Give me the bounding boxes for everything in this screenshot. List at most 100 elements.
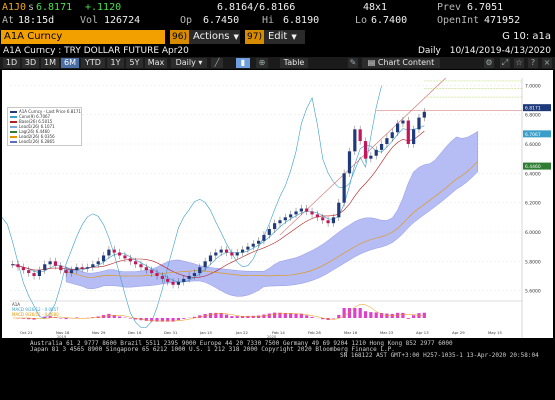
period-5y-button[interactable]: 5Y	[126, 58, 143, 68]
last-time: 18:15d	[18, 15, 55, 26]
candle-body	[369, 155, 373, 159]
macd-bar	[374, 312, 378, 318]
chart-area[interactable]: 7.0000 6.8000 6.6000 6.4000 6.2000 6.0000 5.80…	[2, 70, 553, 338]
at-label: At	[2, 15, 15, 26]
macd-bar	[262, 314, 266, 318]
star-icon[interactable]: ☆	[514, 58, 524, 68]
candle-body	[262, 234, 266, 241]
macd-bar	[214, 312, 218, 318]
candle-body	[406, 120, 410, 144]
x-tick-label: Dec 31	[164, 330, 178, 335]
legend-label: Conv(9) 6.7067	[19, 114, 51, 119]
actions-menu-button[interactable]: 96) Actions ▼	[170, 30, 240, 44]
annotate-icon[interactable]: ✎	[348, 58, 358, 68]
quote-line-2: At 18:15d Vol 126724 Op 6.7450 Hi 6.8190…	[0, 14, 555, 28]
y-tick-label: 6.8000	[525, 113, 541, 119]
footer-contacts-line-2: Japan 81 3 4565 8900 Singapore 65 6212 1…	[30, 346, 395, 353]
macd-bar	[283, 312, 287, 318]
price-tag-label: 6.7067	[525, 132, 541, 138]
macd-bar	[21, 318, 25, 319]
period-6m-button[interactable]: 6M	[61, 58, 79, 68]
periodicity: Daily	[418, 46, 441, 56]
macd-bar	[182, 318, 186, 319]
candle-body	[214, 252, 218, 256]
period-3d-button[interactable]: 3D	[22, 58, 39, 68]
period-1m-button[interactable]: 1M	[41, 58, 59, 68]
lag-line	[2, 85, 382, 328]
candle-body	[160, 276, 164, 279]
macd-bar	[369, 312, 373, 318]
ticker: A1J0	[2, 2, 27, 13]
candle-body	[69, 270, 74, 274]
legend-label: A1A Curncy - Last Price 6.8171	[19, 109, 81, 114]
legend-item: A1A Curncy - Last Price 6.8171	[10, 109, 81, 114]
macd-bar	[256, 315, 261, 318]
macd-title: A1A	[12, 302, 20, 307]
open-interest: 471952	[484, 15, 521, 26]
candle-body	[310, 211, 314, 215]
candle-body	[182, 278, 186, 282]
table-button[interactable]: Table	[280, 58, 308, 68]
fullscreen-icon[interactable]: ⤢	[500, 58, 510, 68]
macd-bar	[91, 317, 95, 318]
x-tick-label: Nov 29	[92, 330, 106, 335]
chevron-down-icon: ▼	[233, 33, 239, 41]
indicator-lines	[2, 77, 522, 328]
candle-body	[246, 246, 250, 250]
macd-bar	[117, 316, 122, 318]
candle-chart-icon[interactable]: ▮	[236, 58, 250, 68]
candle-body	[80, 267, 84, 269]
macd-bar	[208, 312, 213, 318]
y-axis-labels: 7.0000 6.8000 6.6000 6.4000 6.2000 6.0000 5.80…	[525, 83, 541, 294]
candle-body	[219, 249, 223, 253]
settings-gear-icon[interactable]: ⚙	[484, 58, 494, 68]
line-chart-icon[interactable]: ╱	[211, 58, 223, 68]
candle-body	[337, 202, 341, 218]
help-icon[interactable]: ?	[528, 58, 538, 68]
candle-body	[139, 264, 143, 268]
legend-swatch	[10, 116, 17, 118]
candle-body	[166, 278, 170, 282]
candle-body	[32, 273, 36, 276]
macd-bar	[224, 314, 229, 318]
x-tick-label: Mar 16	[344, 330, 358, 335]
candle-body	[256, 240, 261, 244]
macd-bar	[321, 318, 325, 320]
close-icon[interactable]: ×	[542, 58, 552, 68]
zoom-icon[interactable]: ⊕	[256, 58, 268, 68]
y-tick-label: 6.0000	[525, 230, 541, 236]
macd-bar	[310, 316, 314, 318]
prev-label: Prev	[437, 2, 462, 13]
period-1d-button[interactable]: 1D	[3, 58, 20, 68]
period-ytd-button[interactable]: YTD	[81, 58, 105, 68]
footer: Australia 61 2 9777 8600 Brazil 5511 239…	[0, 339, 555, 400]
footer-session-info: SN 168122 AST GMT+3:00 H257-1035-1 13-Ap…	[340, 352, 539, 359]
legend-swatch	[10, 126, 17, 128]
macd-bar	[305, 315, 309, 318]
chart-content-button[interactable]: ▤ Chart Content	[362, 58, 440, 68]
legend-item: Lead1(26) 6.2865	[10, 139, 79, 144]
period-1y-button[interactable]: 1Y	[107, 58, 124, 68]
security-input[interactable]	[1, 30, 165, 44]
macd-bar	[112, 315, 116, 318]
edit-menu-button[interactable]: 97) Edit ▼	[245, 30, 305, 44]
macd-legend-1: MACD 9/26/12 - 0.0857	[12, 307, 59, 312]
macd-bar	[299, 313, 303, 318]
period-max-button[interactable]: Max	[145, 58, 167, 68]
macd-bar	[353, 308, 357, 318]
macd-bar	[96, 316, 100, 318]
x-tick-label: Mar 23	[380, 330, 394, 335]
gridlines	[10, 78, 523, 338]
candle-body	[53, 261, 58, 266]
macd-bar	[198, 315, 202, 318]
candle-body	[16, 264, 20, 268]
y-tick-label: 6.2000	[525, 201, 541, 207]
frequency-dropdown[interactable]: Daily ▾	[171, 58, 207, 68]
macd-bar	[43, 316, 47, 318]
edit-menu-number: 97)	[245, 30, 264, 44]
macd-bar	[358, 308, 362, 318]
chart-toolbar: 1D 3D 1M 6M YTD 1Y 5Y Max Daily ▾ ╱ ▮ ⊕ …	[0, 57, 555, 69]
candle-body	[134, 261, 138, 265]
legend-item: Lead2(26) 6.0356	[10, 134, 79, 139]
